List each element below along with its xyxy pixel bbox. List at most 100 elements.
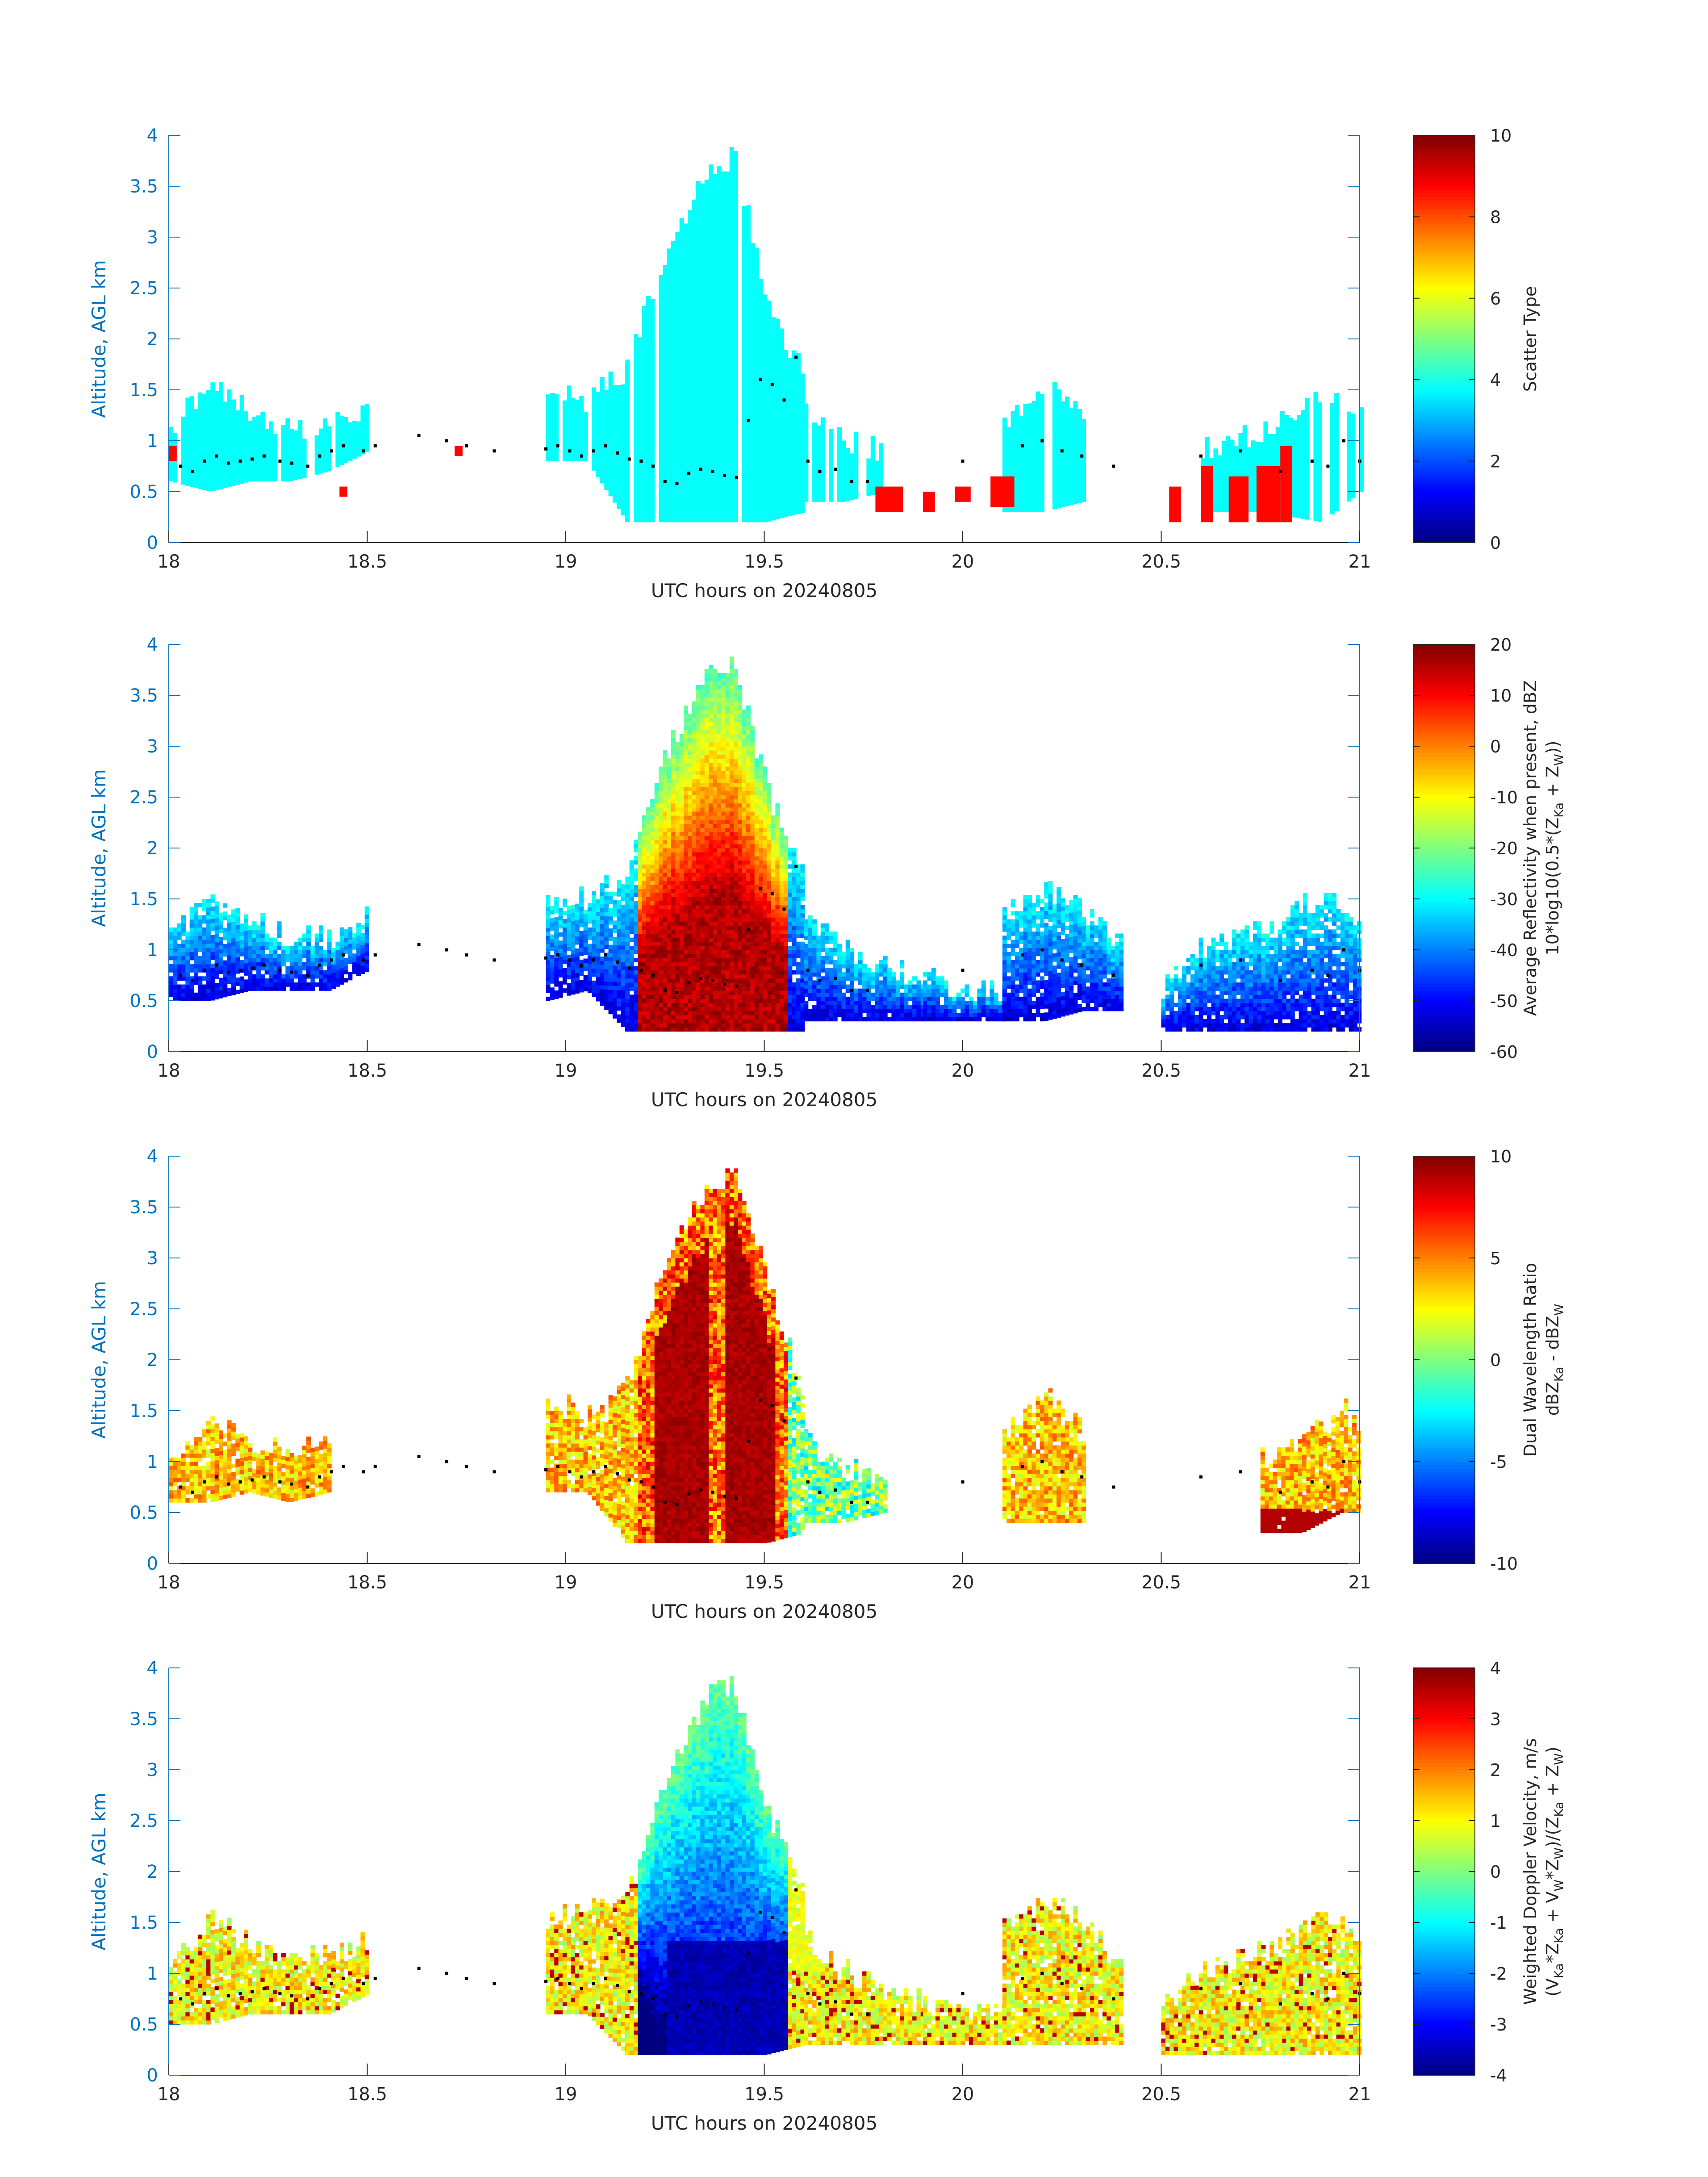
data-cell	[575, 989, 580, 994]
data-cell	[750, 815, 755, 820]
data-cell	[746, 807, 751, 812]
data-cell	[738, 726, 743, 731]
data-cell	[310, 958, 315, 962]
data-cell	[754, 795, 759, 800]
data-cell	[587, 907, 592, 911]
data-cell	[650, 909, 655, 914]
data-cell	[704, 848, 709, 852]
data-cell	[679, 856, 684, 861]
data-cell	[654, 978, 659, 983]
data-cell	[612, 908, 617, 913]
data-cell	[704, 889, 709, 893]
data-cell	[567, 914, 572, 919]
data-cell	[713, 909, 718, 914]
data-cell	[194, 976, 198, 981]
data-cell	[306, 966, 311, 971]
data-cell	[891, 976, 896, 981]
data-cell	[767, 909, 772, 914]
data-cell	[248, 421, 253, 482]
data-cell	[729, 819, 734, 824]
data-cell	[264, 937, 269, 942]
data-cell	[667, 832, 672, 836]
data-cell	[700, 986, 705, 991]
data-cell	[629, 905, 634, 910]
data-cell	[679, 750, 684, 755]
data-cell	[1015, 405, 1019, 512]
cloud-base-marker	[616, 451, 619, 455]
data-cell	[734, 962, 738, 967]
data-cell	[759, 823, 763, 828]
data-cell	[734, 990, 738, 995]
data-cell	[754, 836, 759, 840]
colorbar-segment	[1413, 407, 1475, 411]
data-cell	[688, 856, 693, 861]
data-cell	[575, 985, 580, 990]
data-cell	[646, 974, 651, 979]
data-cell	[788, 856, 793, 861]
data-cell	[721, 734, 726, 739]
data-cell	[788, 913, 793, 918]
data-cell	[725, 909, 730, 914]
data-cell	[546, 964, 551, 969]
data-cell	[273, 950, 278, 954]
data-cell	[738, 836, 743, 840]
data-cell	[713, 872, 718, 877]
data-cell	[583, 962, 588, 967]
data-cell	[800, 950, 805, 954]
data-cell	[206, 931, 211, 936]
data-cell	[621, 941, 626, 946]
data-cell	[746, 705, 751, 710]
data-cell	[231, 909, 236, 914]
data-cell	[231, 970, 236, 975]
data-cell	[746, 770, 751, 775]
data-cell	[654, 827, 659, 832]
data-cell	[173, 936, 178, 940]
data-cell	[796, 970, 801, 975]
data-cell	[650, 929, 655, 934]
data-cell	[717, 872, 722, 877]
data-cell	[825, 968, 830, 973]
data-cell	[612, 912, 617, 917]
data-cell	[771, 860, 776, 865]
data-cell	[812, 948, 817, 953]
data-cell	[360, 941, 365, 946]
data-cell	[767, 783, 772, 787]
data-cell	[638, 990, 643, 995]
colorbar-segment	[1413, 264, 1475, 268]
data-cell	[788, 1027, 793, 1032]
data-cell	[306, 925, 311, 930]
data-cell	[625, 982, 630, 987]
data-cell	[734, 982, 738, 987]
data-cell	[579, 923, 584, 928]
data-cell	[679, 864, 684, 869]
data-cell	[767, 945, 772, 950]
data-cell	[671, 990, 676, 995]
data-cell	[562, 898, 567, 903]
data-cell	[177, 964, 182, 969]
data-cell	[738, 823, 743, 828]
data-cell	[746, 872, 751, 877]
data-cell	[634, 966, 638, 971]
data-cell	[862, 996, 867, 1001]
data-cell	[650, 852, 655, 857]
data-cell	[754, 986, 759, 991]
data-cell	[696, 770, 701, 775]
colorbar-tick-label: 10	[1490, 126, 1512, 146]
data-cell	[759, 941, 763, 946]
data-cell	[800, 954, 805, 958]
data-cell	[219, 929, 223, 933]
data-cell	[725, 860, 730, 865]
data-cell	[729, 950, 734, 954]
data-cell	[169, 976, 173, 981]
data-cell	[704, 860, 709, 865]
data-cell	[721, 701, 726, 706]
data-cell	[596, 932, 601, 936]
data-cell	[646, 962, 651, 967]
data-cell	[696, 815, 701, 820]
data-cell	[725, 770, 730, 775]
data-cell	[596, 989, 601, 994]
data-cell	[671, 872, 676, 877]
data-cell	[845, 948, 850, 953]
data-cell	[696, 905, 701, 910]
data-cell	[621, 1010, 626, 1015]
